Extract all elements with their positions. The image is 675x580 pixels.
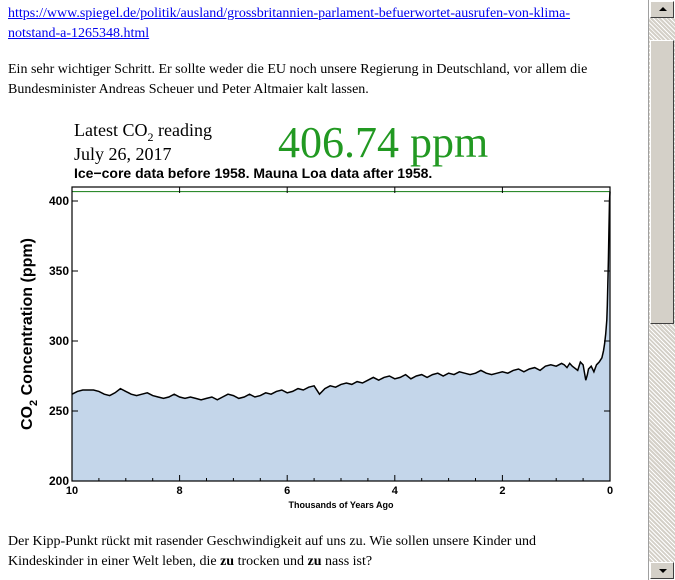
arrow-down-icon xyxy=(659,569,667,573)
vertical-scrollbar[interactable] xyxy=(648,0,675,580)
y-tick-label-400: 400 xyxy=(49,194,69,208)
scroll-up-button[interactable] xyxy=(650,1,674,18)
page-content: https://www.spiegel.de/politik/ausland/g… xyxy=(0,0,648,580)
paragraph-outro-line-2-pre: Kindeskinder in einer Welt leben, die xyxy=(8,554,220,569)
chart-header: Latest CO2 reading July 26, 2017 406.74 … xyxy=(74,118,488,181)
x-tick-label-0: 0 xyxy=(607,485,613,497)
reading-date: July 26, 2017 xyxy=(74,144,172,164)
bold-word-zu-2: zu xyxy=(308,554,322,569)
paragraph-outro-line-2-mid: trocken und xyxy=(234,554,307,569)
co2-area-fill xyxy=(72,192,610,481)
bold-word-zu-1: zu xyxy=(220,554,234,569)
y-tick-label-250: 250 xyxy=(49,404,69,418)
y-tick-label-300: 300 xyxy=(49,334,69,348)
x-tick-label-10: 10 xyxy=(66,485,78,497)
x-axis-label: Thousands of Years Ago xyxy=(288,500,394,510)
reading-value: 406.74 ppm xyxy=(278,118,488,167)
x-tick-label-2: 2 xyxy=(499,485,505,497)
paragraph-intro-line-1: Ein sehr wichtiger Schritt. Er sollte we… xyxy=(8,62,587,77)
co2-chart: Latest CO2 reading July 26, 2017 406.74 … xyxy=(8,112,628,512)
paragraph-outro: Der Kipp-Punkt rückt mit rasender Geschw… xyxy=(8,532,536,572)
y-axis-label: CO2 Concentration (ppm) xyxy=(19,238,40,430)
scrollbar-thumb[interactable] xyxy=(650,40,674,324)
article-link-line-1[interactable]: https://www.spiegel.de/politik/ausland/g… xyxy=(8,6,570,21)
latest-reading-label: Latest CO2 reading xyxy=(74,120,212,144)
arrow-up-icon xyxy=(659,7,667,11)
paragraph-outro-line-1: Der Kipp-Punkt rückt mit rasender Geschw… xyxy=(8,534,536,549)
x-tick-label-6: 6 xyxy=(284,485,290,497)
chart-title: Ice−core data before 1958. Mauna Loa dat… xyxy=(74,165,432,181)
paragraph-intro-line-2: Bundesminister Andreas Scheuer und Peter… xyxy=(8,82,369,97)
article-link-line-2[interactable]: notstand-a-1265348.html xyxy=(8,26,149,41)
paragraph-outro-line-2-post: nass ist? xyxy=(322,554,373,569)
co2-series-line xyxy=(72,192,610,400)
scroll-down-button[interactable] xyxy=(650,562,674,579)
article-link[interactable]: https://www.spiegel.de/politik/ausland/g… xyxy=(8,4,570,44)
y-tick-label-350: 350 xyxy=(49,264,69,278)
paragraph-intro: Ein sehr wichtiger Schritt. Er sollte we… xyxy=(8,60,587,100)
x-tick-label-8: 8 xyxy=(177,485,183,497)
x-tick-label-4: 4 xyxy=(392,485,399,497)
